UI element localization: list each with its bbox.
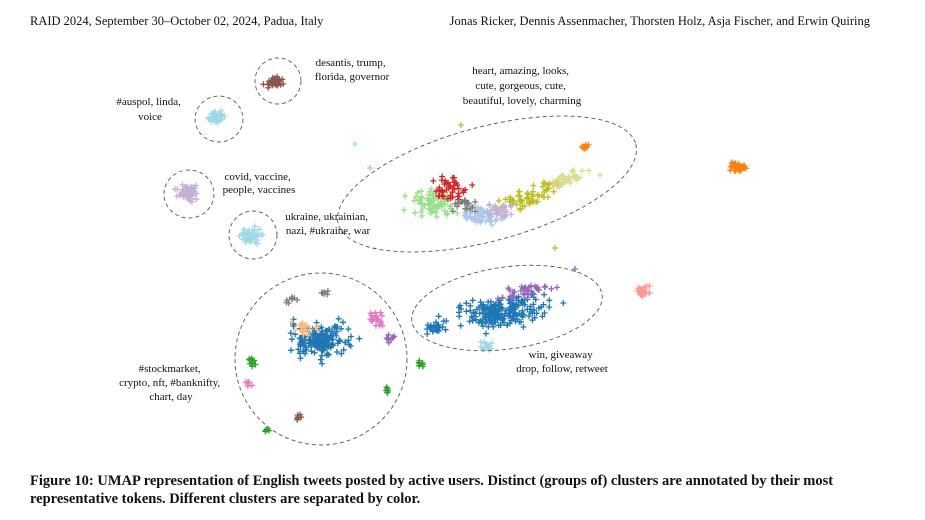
annotation-ukraine: ukraine, ukrainian, nazi, #ukraine, war [285,211,371,237]
ellipse-win [411,264,603,352]
running-header-venue: RAID 2024, September 30–October 02, 2024… [30,14,324,28]
ellipse-heart [337,115,637,253]
figure-caption: Figure 10: UMAP representation of Englis… [30,473,834,507]
ellipse-covid [163,169,215,219]
annotation-auspol: #auspol, linda, voice [116,96,183,123]
cluster-annotations: desantis, trump, florida, governor #ausp… [116,57,607,403]
umap-figure: desantis, trump, florida, governor #ausp… [116,57,749,446]
cluster-boundaries [163,57,637,446]
annotation-covid: covid, vaccine, people, vaccines [223,171,296,196]
annotation-desantis: desantis, trump, florida, governor [315,57,390,83]
ellipse-stock [234,272,408,446]
ellipse-auspol [194,95,244,143]
ellipse-ukraine [228,210,278,260]
annotation-heart: heart, amazing, looks, cute, gorgeous, c… [463,65,582,107]
annotation-win: win, giveaway drop, follow, retweet [516,349,608,375]
running-header-authors: Jonas Ricker, Dennis Assenmacher, Thorst… [449,14,870,28]
scatter-points [171,73,749,435]
annotation-stock: #stockmarket, crypto, nft, #banknifty, c… [119,363,223,403]
ellipse-desantis [254,57,302,105]
